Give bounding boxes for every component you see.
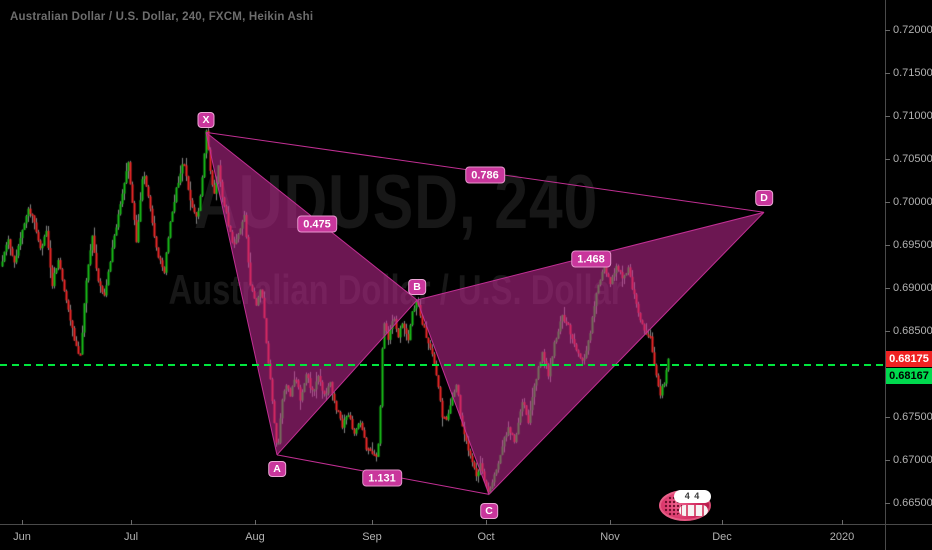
pattern-line[interactable] [488,211,765,495]
price-axis-label: 0.66500 [893,497,932,509]
publisher-logo-marks [679,505,708,516]
pattern-point-label-x[interactable]: X [197,112,215,129]
price-axis-tick [885,159,890,160]
price-axis-tick [885,202,890,203]
price-axis-label: 0.68500 [893,325,932,337]
time-axis-label: Oct [477,531,495,543]
price-axis-label: 0.67000 [893,454,932,466]
time-axis-label: Nov [600,531,620,543]
time-axis-tick [131,520,132,525]
time-axis-label: Sep [362,531,382,543]
time-axis-tick [722,520,723,525]
price-axis-label: 0.69000 [893,282,932,294]
time-axis-tick [842,520,843,525]
ratio-label-ac[interactable]: 1.131 [362,469,402,487]
time-axis-label: Aug [245,531,265,543]
time-axis-label: Jun [13,531,31,543]
price-axis-border [885,0,886,550]
time-axis-tick [610,520,611,525]
price-axis-label: 0.72000 [893,24,932,36]
pattern-line[interactable] [416,299,490,495]
price-axis-label: 0.70500 [893,153,932,165]
last-price-tag-red: 0.68175 [886,351,932,367]
publisher-logo-text: 4 4 [674,490,711,503]
ratio-label-bd[interactable]: 1.468 [571,250,611,268]
price-axis-tick [885,331,890,332]
time-axis-tick [22,520,23,525]
price-axis-label: 0.70000 [893,196,932,208]
price-axis-tick [885,503,890,504]
symbol-title[interactable]: Australian Dollar / U.S. Dollar, 240, FX… [10,11,314,23]
pattern-fill [417,212,764,495]
price-axis-tick [885,116,890,117]
pattern-fill [206,132,417,455]
price-axis-label: 0.71000 [893,110,932,122]
price-axis-label: 0.67500 [893,411,932,423]
time-axis-border [0,524,932,525]
ratio-label-xb[interactable]: 0.475 [297,215,337,233]
pattern-point-label-d[interactable]: D [755,190,773,207]
current-price-dashed-line[interactable] [0,364,886,366]
price-axis[interactable]: 0.72000 0.71500 0.71000 0.70500 0.70000 0.695… [885,0,932,524]
publisher-logo: 4 4 [659,488,713,522]
price-axis-tick [885,460,890,461]
ratio-label-xd[interactable]: 0.786 [465,166,505,184]
price-axis-tick [885,288,890,289]
price-axis-tick [885,30,890,31]
price-axis-tick [885,417,890,418]
pattern-point-label-a[interactable]: A [268,460,286,477]
price-axis-label: 0.69500 [893,239,932,251]
pattern-line[interactable] [205,132,278,455]
time-axis[interactable]: Jun Jul Aug Sep Oct Nov Dec 2020 [0,520,885,550]
pattern-point-label-b[interactable]: B [408,279,426,296]
pattern-line[interactable] [276,299,418,456]
price-axis-label: 0.71500 [893,67,932,79]
time-axis-tick [255,520,256,525]
time-axis-tick [372,520,373,525]
time-axis-label: Dec [712,531,732,543]
pattern-point-label-c[interactable]: C [480,503,498,520]
price-axis-tick [885,245,890,246]
current-price-tag-green: 0.68167 [886,368,932,384]
price-axis-tick [885,73,890,74]
time-axis-tick [486,520,487,525]
time-axis-label: 2020 [829,531,855,543]
time-axis-label: Jul [123,531,139,543]
